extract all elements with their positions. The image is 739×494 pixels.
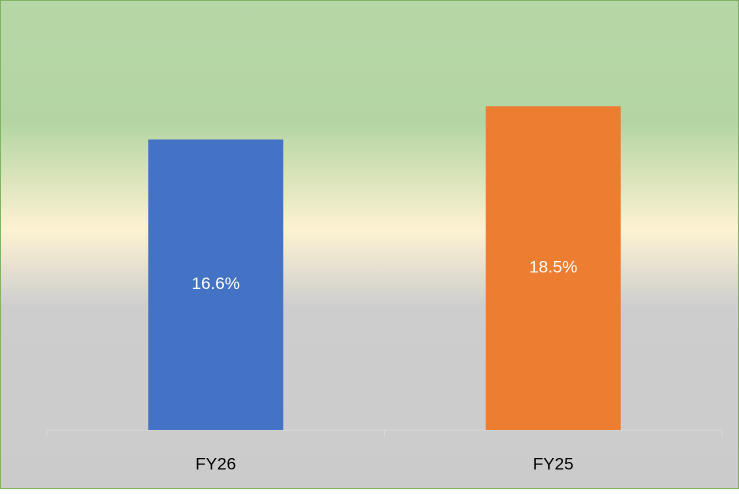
bar — [485, 106, 621, 430]
x-tick-label: FY25 — [533, 454, 574, 473]
bar — [148, 139, 284, 430]
x-tick-label: FY26 — [195, 454, 236, 473]
data-label: 16.6% — [192, 274, 240, 293]
data-label: 18.5% — [529, 258, 577, 277]
